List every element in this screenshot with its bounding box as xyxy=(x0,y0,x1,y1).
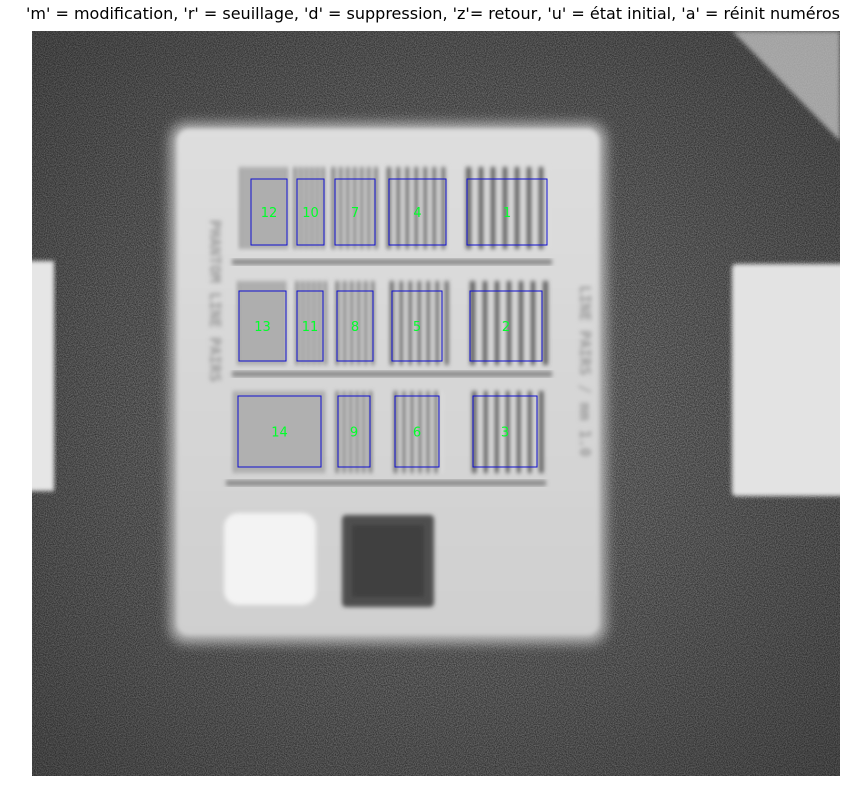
roi-box[interactable]: 12 xyxy=(250,178,288,246)
xray-image-canvas[interactable]: PHANTOM LINE PAIRS LINE PAIRS / mm 1.0 1… xyxy=(32,31,840,776)
row-separator xyxy=(232,259,552,265)
roi-box[interactable]: 6 xyxy=(394,395,440,468)
roi-box[interactable]: 2 xyxy=(469,290,543,362)
left-edge-block xyxy=(32,261,54,491)
roi-border[interactable] xyxy=(388,178,447,246)
roi-box[interactable]: 9 xyxy=(337,395,371,468)
roi-label: 8 xyxy=(351,320,359,335)
roi-border[interactable] xyxy=(296,290,324,362)
roi-label: 5 xyxy=(413,320,421,335)
roi-label: 9 xyxy=(350,426,358,441)
roi-label: 2 xyxy=(502,320,510,335)
roi-border[interactable] xyxy=(337,395,371,468)
keyboard-shortcuts-help: 'm' = modification, 'r' = seuillage, 'd'… xyxy=(25,4,840,23)
roi-label: 1 xyxy=(503,206,511,221)
roi-border[interactable] xyxy=(250,178,288,246)
roi-border[interactable] xyxy=(296,178,325,246)
roi-box[interactable]: 8 xyxy=(336,290,374,362)
roi-label: 12 xyxy=(261,206,278,221)
roi-box[interactable]: 10 xyxy=(296,178,325,246)
roi-label: 6 xyxy=(413,426,421,441)
roi-box[interactable]: 14 xyxy=(237,395,322,468)
roi-label: 11 xyxy=(302,320,319,335)
roi-box[interactable]: 13 xyxy=(238,290,287,362)
roi-box[interactable]: 1 xyxy=(466,178,548,246)
right-block xyxy=(732,264,840,496)
roi-border[interactable] xyxy=(466,178,548,246)
engraved-text-left: PHANTOM LINE PAIRS xyxy=(206,220,224,383)
roi-border[interactable] xyxy=(391,290,443,362)
xray-image[interactable]: PHANTOM LINE PAIRS LINE PAIRS / mm 1.0 1… xyxy=(32,31,840,776)
roi-border[interactable] xyxy=(334,178,376,246)
phantom-plate: PHANTOM LINE PAIRS LINE PAIRS / mm 1.0 xyxy=(170,123,606,643)
roi-box[interactable]: 3 xyxy=(472,395,538,468)
engraved-text-right: LINE PAIRS / mm 1.0 xyxy=(576,285,594,457)
roi-border[interactable] xyxy=(237,395,322,468)
row-separator xyxy=(226,480,546,486)
roi-label: 13 xyxy=(254,320,271,335)
roi-box[interactable]: 4 xyxy=(388,178,447,246)
roi-border[interactable] xyxy=(469,290,543,362)
roi-label: 3 xyxy=(501,426,509,441)
roi-label: 14 xyxy=(271,426,288,441)
row-separator xyxy=(232,371,552,377)
roi-label: 10 xyxy=(302,206,319,221)
bright-square xyxy=(224,513,316,605)
roi-border[interactable] xyxy=(472,395,538,468)
roi-border[interactable] xyxy=(238,290,287,362)
roi-box[interactable]: 7 xyxy=(334,178,376,246)
roi-label: 7 xyxy=(351,206,359,221)
top-right-structure xyxy=(732,31,840,141)
roi-label: 4 xyxy=(413,206,421,221)
roi-border[interactable] xyxy=(394,395,440,468)
roi-border[interactable] xyxy=(336,290,374,362)
roi-box[interactable]: 11 xyxy=(296,290,324,362)
window-title: 'm' = modification, 'r' = seuillage, 'd'… xyxy=(0,4,852,28)
roi-box[interactable]: 5 xyxy=(391,290,443,362)
line-pair-stripes xyxy=(234,167,548,473)
